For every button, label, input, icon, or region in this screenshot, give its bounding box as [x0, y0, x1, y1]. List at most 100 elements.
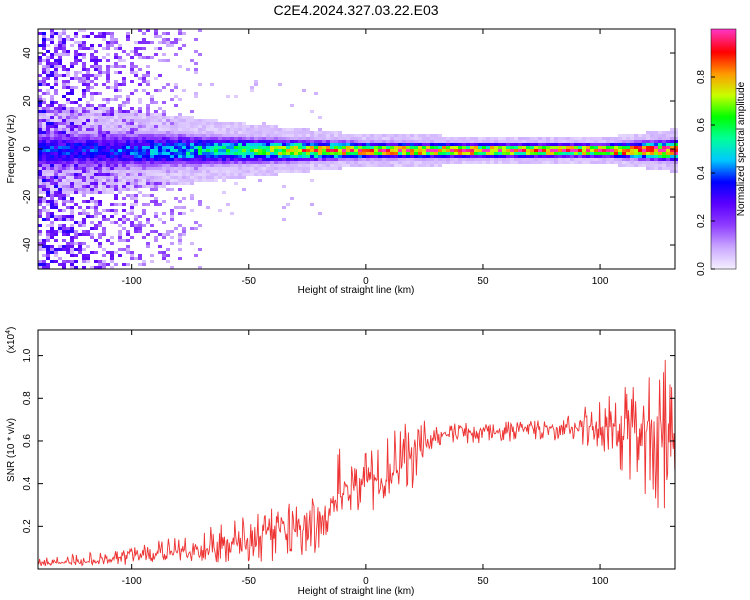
colorbar-swatch — [711, 93, 736, 96]
spectrogram-cell — [150, 131, 154, 134]
spectrogram-cell — [62, 188, 66, 191]
spectrogram-cell — [86, 122, 90, 125]
spectrogram-cell — [154, 182, 158, 185]
spectrogram-cell — [94, 83, 98, 86]
spectrogram-cell — [382, 155, 386, 158]
spectrogram-cell — [310, 140, 314, 143]
spectrogram-cell — [94, 188, 98, 191]
spectrogram-cell — [510, 161, 514, 164]
spectrogram-cell — [150, 230, 154, 233]
spectrogram-cell — [74, 119, 78, 122]
spectrogram-cell — [630, 158, 634, 161]
spectrogram-cell — [494, 137, 498, 140]
spectrogram-cell — [214, 155, 218, 158]
spectrogram-cell — [414, 158, 418, 161]
spectrogram-cell — [54, 176, 58, 179]
spectrogram-cell — [258, 158, 262, 161]
spectrogram-cell — [222, 143, 226, 146]
spectrogram-cell — [54, 158, 58, 161]
spectrogram-cell — [70, 239, 74, 242]
spectrogram-cell — [150, 188, 154, 191]
spectrogram-cell — [358, 140, 362, 143]
spectrogram-cell — [630, 161, 634, 164]
spectrogram-cell — [38, 188, 42, 191]
spectrogram-cell — [342, 140, 346, 143]
spectrogram-cell — [154, 197, 158, 200]
spectrogram-cell — [562, 158, 566, 161]
spectrogram-cell — [226, 161, 230, 164]
colorbar-swatch — [711, 159, 736, 162]
spectrogram-cell — [490, 149, 494, 152]
spectrogram-cell — [58, 185, 62, 188]
spectrogram-cell — [198, 131, 202, 134]
spectrogram-cell — [270, 137, 274, 140]
spectrogram-cell — [142, 161, 146, 164]
spectrogram-cell — [54, 110, 58, 113]
spectrogram-cell — [90, 182, 94, 185]
spectrogram-cell — [666, 146, 670, 149]
spectrogram-cell — [522, 152, 526, 155]
spectrogram-cell — [234, 143, 238, 146]
spectrogram-cell — [122, 104, 126, 107]
spectrogram-cell — [558, 137, 562, 140]
spectrogram-cell — [198, 164, 202, 167]
spectrogram-cell — [250, 128, 254, 131]
spectrogram-cell — [290, 170, 294, 173]
spectrogram-cell — [438, 134, 442, 137]
spectrogram-cell — [658, 161, 662, 164]
spectrogram-cell — [94, 65, 98, 68]
spectrogram-cell — [418, 149, 422, 152]
spectrogram-cell — [74, 86, 78, 89]
spectrogram-cell — [142, 149, 146, 152]
spectrogram-cell — [70, 161, 74, 164]
spectrogram-cell — [626, 134, 630, 137]
spectrogram-cell — [570, 146, 574, 149]
spectrogram-cell — [194, 95, 198, 98]
spectrogram-cell — [42, 35, 46, 38]
spectrogram-cell — [114, 53, 118, 56]
spectrogram-cell — [102, 179, 106, 182]
spectrogram-cell — [38, 209, 42, 212]
colorbar-swatch — [711, 45, 736, 48]
spectrogram-cell — [282, 155, 286, 158]
spectrogram-cell — [110, 143, 114, 146]
spectrogram-cell — [346, 146, 350, 149]
svg-text:(x104): (x104) — [5, 327, 17, 354]
snr-x-tick-label: 50 — [477, 576, 489, 587]
spectrogram-cell — [374, 149, 378, 152]
spectrogram-cell — [482, 137, 486, 140]
colorbar-swatch — [711, 267, 736, 270]
spectrogram-cell — [422, 140, 426, 143]
spectrogram-cell — [542, 146, 546, 149]
spectrogram-cell — [494, 152, 498, 155]
spectrogram-cell — [82, 113, 86, 116]
spectrogram-cell — [254, 80, 258, 83]
spectrogram-cell — [638, 155, 642, 158]
spectrogram-cell — [62, 140, 66, 143]
spectrogram-cell — [190, 227, 194, 230]
spectrogram-cell — [86, 68, 90, 71]
spectrogram-cell — [246, 143, 250, 146]
spectrogram-cell — [198, 173, 202, 176]
spectrogram-cell — [78, 44, 82, 47]
spectrogram-cell — [290, 167, 294, 170]
spectrogram-cell — [266, 125, 270, 128]
spectrogram-cell — [318, 116, 322, 119]
spectrogram-cell — [138, 107, 142, 110]
spectrogram-cell — [38, 179, 42, 182]
spectrogram-cell — [442, 140, 446, 143]
spectrogram-cell — [226, 125, 230, 128]
spectrogram-cell — [82, 194, 86, 197]
spectrogram-cell — [546, 152, 550, 155]
spectrogram-cell — [106, 59, 110, 62]
spectrogram-cell — [634, 161, 638, 164]
spectrogram-cell — [70, 209, 74, 212]
spectrogram-cell — [298, 146, 302, 149]
spectrogram-cell — [150, 101, 154, 104]
colorbar-swatch — [711, 39, 736, 42]
spectrogram-cell — [74, 59, 78, 62]
spectrogram-cell — [78, 98, 82, 101]
spectrogram-cell — [478, 155, 482, 158]
spectrogram-cell — [182, 164, 186, 167]
spectrogram-cell — [174, 41, 178, 44]
